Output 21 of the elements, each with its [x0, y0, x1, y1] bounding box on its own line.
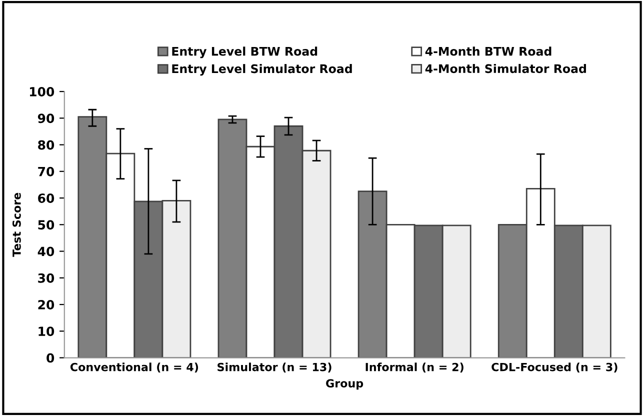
x-tick-label: Informal (n = 2) — [366, 362, 464, 373]
y-tick-label: 60 — [38, 193, 54, 203]
y-tick-label: 30 — [38, 273, 54, 283]
y-tick-label: 20 — [38, 300, 54, 310]
y-tick-label: 10 — [38, 326, 54, 336]
x-tick-label: CDL-Focused (n = 3) — [492, 362, 618, 373]
y-axis-title: Test Score — [12, 192, 21, 257]
y-tick-label: 80 — [38, 140, 54, 150]
y-tick-label: 40 — [38, 246, 54, 256]
x-axis-title: Group — [326, 379, 364, 390]
legend-label: Entry Level Simulator Road — [172, 64, 352, 76]
legend-label: 4-Month Simulator Road — [425, 64, 586, 74]
y-tick-label: 0 — [46, 353, 54, 363]
y-tick-label: 50 — [38, 220, 54, 230]
y-tick-label: 90 — [38, 114, 54, 124]
x-tick-label: Simulator (n = 13) — [218, 362, 332, 373]
y-tick-label: 100 — [30, 86, 54, 96]
y-tick-label: 70 — [38, 166, 54, 176]
legend-label: Entry Level BTW Road — [172, 46, 318, 58]
x-tick-label: Conventional (n = 4) — [70, 362, 198, 373]
legend-label: 4-Month BTW Road — [425, 46, 552, 56]
